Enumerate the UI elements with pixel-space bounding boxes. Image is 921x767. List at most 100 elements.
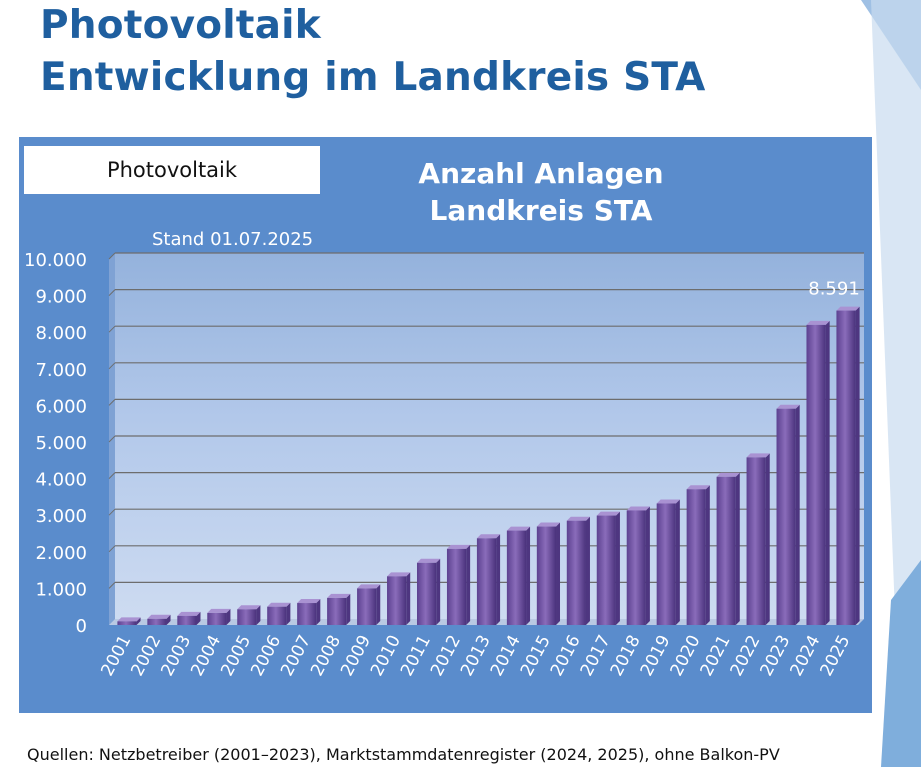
bar-2017: [596, 515, 616, 625]
bar-side: [316, 599, 321, 625]
bar-top: [446, 544, 471, 549]
bar-side: [825, 320, 830, 625]
bar-top: [387, 572, 411, 577]
bar-top: [506, 526, 531, 531]
y-tick-label: 3.000: [35, 506, 87, 527]
bar-side: [466, 544, 471, 625]
gridline-depth: [108, 252, 116, 260]
source-note: Quellen: Netzbetreiber (2001–2023), Mark…: [27, 745, 780, 764]
bar-side: [795, 404, 800, 625]
bar-side: [226, 608, 231, 625]
bar-2011: [416, 562, 437, 625]
bar-top: [416, 558, 441, 563]
bar-top: [686, 485, 710, 490]
bar-2023: [776, 408, 796, 625]
bar-top: [836, 306, 860, 311]
bar-top: [357, 584, 381, 589]
y-tick-label: 0: [76, 616, 87, 637]
bar-2009: [357, 588, 377, 625]
bar-2006: [267, 606, 287, 625]
bar-top: [716, 472, 740, 477]
bar-side: [436, 558, 441, 625]
gridline-depth: [108, 289, 116, 296]
gridline-depth: [108, 582, 116, 589]
y-tick-label: 4.000: [35, 470, 87, 491]
bar-side: [705, 485, 710, 625]
bar-side: [585, 516, 590, 625]
y-tick-label: 7.000: [35, 360, 87, 381]
gridline-depth: [108, 435, 116, 443]
bar-2004: [207, 612, 227, 625]
bar-top: [746, 453, 770, 458]
bar-side: [645, 506, 650, 625]
y-tick-label: 8.000: [35, 323, 87, 344]
bar-2012: [446, 548, 467, 625]
gridline-depth: [108, 508, 116, 516]
bar-2025: [836, 310, 856, 625]
bar-top: [237, 605, 261, 610]
bar-side: [735, 472, 740, 625]
gridline-depth: [108, 325, 116, 333]
bar-2016: [566, 520, 586, 625]
slide-title: Photovoltaik Entwicklung im Landkreis ST…: [40, 0, 706, 104]
bar-2015: [536, 526, 557, 625]
bar-side: [765, 453, 770, 625]
bar-top: [147, 614, 171, 619]
bar-2021: [716, 476, 736, 625]
y-tick-label: 5.000: [35, 433, 87, 454]
gridline-depth: [108, 545, 116, 553]
bar-top: [806, 320, 830, 325]
gridline-depth: [108, 399, 116, 406]
bar-top: [297, 599, 321, 604]
x-tick-label: 2025: [816, 632, 854, 680]
chart-panel: Photovoltaik Anzahl Anlagen Landkreis ST…: [19, 137, 872, 713]
bar-2024: [806, 324, 826, 625]
bar-side: [526, 526, 531, 625]
bar-top: [267, 602, 291, 607]
bar-side: [376, 584, 381, 625]
bar-top: [327, 593, 351, 598]
stand-date-label: Stand 01.07.2025: [152, 229, 314, 250]
y-tick-label: 10.000: [24, 250, 87, 271]
bar-2003: [177, 615, 197, 625]
bar-2013: [476, 538, 497, 625]
gridline-depth: [108, 362, 116, 370]
y-tick-label: 9.000: [35, 287, 87, 308]
bar-side: [855, 306, 860, 625]
chart-title-line1: Anzahl Anlagen: [418, 157, 664, 190]
bar-2020: [686, 489, 706, 625]
bar-side: [615, 511, 620, 625]
chart-title: Anzahl Anlagen Landkreis STA: [376, 155, 706, 229]
bar-top: [476, 534, 501, 539]
bar-2014: [506, 530, 527, 625]
slide-title-line1: Photovoltaik: [40, 3, 321, 48]
bar-side: [136, 617, 141, 625]
bar-top: [207, 608, 231, 613]
bar-top: [596, 511, 620, 516]
slide-title-line2: Entwicklung im Landkreis STA: [40, 55, 706, 100]
bar-side: [556, 522, 561, 625]
bar-chart: 0 1.000 2.000 3.000 4.000 5.000 6.000 7.000 8.00…: [24, 250, 864, 680]
y-tick-label: 1.000: [35, 579, 87, 600]
bar-2008: [327, 597, 347, 625]
chart-title-line2: Landkreis STA: [429, 194, 653, 227]
bar-top: [117, 617, 141, 622]
bar-side: [406, 572, 411, 625]
bar-top: [177, 611, 201, 616]
bar-2007: [297, 603, 317, 625]
decorative-triangles: [861, 0, 921, 767]
bar-side: [166, 614, 171, 625]
bar-top: [776, 404, 800, 409]
bar-side: [256, 605, 261, 625]
data-label-2025: 8.591: [808, 279, 860, 300]
bar-side: [496, 534, 501, 625]
bar-top: [536, 522, 561, 527]
bar-top: [656, 499, 680, 504]
bar-2018: [626, 510, 646, 625]
bar-2019: [656, 503, 676, 625]
y-tick-label: 2.000: [35, 543, 87, 564]
photovoltaik-label-box: Photovoltaik: [24, 146, 320, 194]
bar-side: [196, 611, 201, 625]
bar-top: [566, 516, 590, 521]
bar-side: [286, 602, 291, 625]
